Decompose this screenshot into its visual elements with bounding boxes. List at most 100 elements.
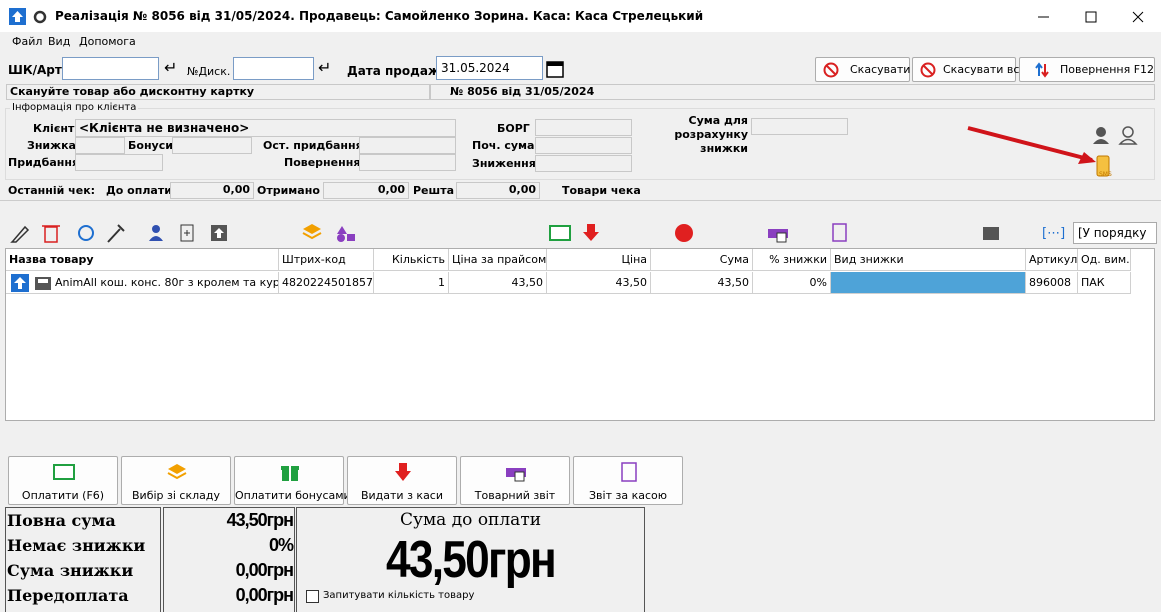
received-field: 0,00 — [323, 182, 409, 199]
last-check-label: Останній чек: — [8, 184, 96, 197]
summary-value: 0,00грн — [235, 585, 294, 605]
column-header[interactable]: Ціна — [547, 249, 651, 271]
column-header[interactable]: Кількість — [374, 249, 449, 271]
to-pay-field: 0,00 — [170, 182, 254, 199]
action-label: Вибір зі складу — [132, 489, 220, 502]
group-title: Інформація про клієнта — [10, 102, 139, 113]
field-label: БОРГ — [497, 122, 530, 135]
summary-value: 43,50грн — [226, 510, 294, 530]
enter-icon[interactable]: ↵ — [318, 58, 332, 77]
summary-values — [163, 507, 295, 612]
disc-input[interactable] — [233, 57, 314, 80]
table-cell: 1 — [374, 272, 449, 294]
column-header[interactable]: Сума — [651, 249, 753, 271]
field-label: Отримано — [257, 184, 320, 197]
checkbox-label: Запитувати кількість товару — [323, 590, 475, 601]
title-bar — [0, 0, 1161, 32]
date-input[interactable]: 31.05.2024 — [436, 56, 543, 80]
action-button[interactable]: Оплатити (F6) — [8, 456, 118, 505]
field — [535, 155, 632, 172]
field — [359, 154, 456, 171]
summary-label: Повна сума — [7, 511, 116, 530]
menu-item[interactable]: Допомога — [79, 35, 136, 48]
action-button[interactable]: Видати з каси — [347, 456, 457, 505]
title-icons — [9, 8, 47, 25]
window-title: Реалізація № 8056 від 31/05/2024. Продав… — [55, 9, 704, 23]
date-label: Дата продажу — [347, 64, 448, 78]
column-header[interactable]: Од. вим. — [1078, 249, 1131, 271]
due-box — [296, 507, 645, 612]
status-hint: Скануйте товар або дисконтну картку — [10, 85, 255, 98]
column-header[interactable]: Артикул — [1026, 249, 1078, 271]
status-box — [430, 84, 1155, 100]
action-label: Звіт за касою — [588, 489, 667, 502]
discount-type-cell — [831, 272, 1026, 294]
column-header[interactable]: Назва товару — [6, 249, 279, 271]
menu-item[interactable]: Файл — [12, 35, 43, 48]
field-label: Клієнт — [33, 122, 75, 135]
table-cell: ПАК — [1078, 272, 1131, 294]
client-group — [5, 108, 1155, 180]
summary-value: 0,00грн — [235, 560, 294, 580]
goods-table: Назва товару Штрих-код Кількість Ціна за пр… — [5, 248, 1155, 421]
field — [535, 119, 632, 136]
cancel-all-button[interactable]: Скасувати всі — [912, 57, 1023, 82]
cancel-button[interactable]: Скасувати — [815, 57, 910, 82]
menu-item[interactable]: Вид — [48, 35, 71, 48]
summary-label: Немає знижки — [7, 536, 146, 555]
status-box — [6, 84, 430, 100]
sort-select[interactable]: [У порядку вве — [1073, 222, 1157, 244]
enter-icon[interactable]: ↵ — [164, 58, 178, 77]
svg-text:[⋯]: [⋯] — [1042, 226, 1065, 241]
field — [359, 137, 456, 154]
svg-text:SMS: SMS — [1099, 171, 1112, 178]
action-button[interactable]: Вибір зі складу — [121, 456, 231, 505]
table-cell: 43,50 — [651, 272, 753, 294]
action-label: Оплатити бонусами — [235, 489, 351, 502]
barcode-label: ШК/Арт — [8, 63, 62, 77]
table-cell: 896008 — [1026, 272, 1078, 294]
table-cell: 43,50 — [449, 272, 547, 294]
action-label: Видати з каси — [360, 489, 444, 502]
table-cell: 4820224501857 — [279, 272, 374, 294]
due-label: Сума до оплати — [399, 510, 542, 530]
separator — [0, 200, 1161, 203]
change-field: 0,00 — [456, 182, 540, 199]
column-header[interactable]: Вид знижки — [831, 249, 1026, 271]
check-items[interactable]: Товари чека — [562, 184, 641, 197]
column-header[interactable]: Штрих-код — [279, 249, 374, 271]
column-header[interactable]: % знижки — [753, 249, 831, 271]
column-header[interactable]: Ціна за прайсом — [449, 249, 547, 271]
field — [75, 154, 163, 171]
action-button[interactable]: Звіт за касою — [573, 456, 683, 505]
table-cell: AnimAll кош. конс. 80г з кролем та курк.… — [52, 272, 279, 294]
client-field: <Клієнта не визначено> — [75, 119, 456, 137]
action-button[interactable]: Оплатити бонусами — [234, 456, 351, 505]
field-label: Сума для розрахунку знижки — [674, 114, 748, 155]
field-label: Решта — [413, 184, 455, 197]
action-button[interactable]: Товарний звіт — [460, 456, 570, 505]
due-amount: 43,50грн — [385, 531, 557, 589]
row-icons — [6, 272, 52, 294]
summary-labels — [5, 507, 161, 612]
field-label: Придбання — [8, 156, 80, 169]
field — [535, 137, 632, 154]
field-label: Ост. придбання — [263, 139, 363, 152]
field-label: Зниження — [472, 157, 536, 170]
toolbar[interactable]: [⋯] — [8, 220, 1068, 246]
summary-value: 0% — [268, 535, 294, 555]
table-cell: 0% — [753, 272, 831, 294]
status-doc: № 8056 від 31/05/2024 — [450, 85, 595, 98]
window-controls[interactable] — [1030, 6, 1155, 28]
field-label: Поч. сума — [472, 139, 535, 152]
return-button[interactable]: Повернення F12 — [1019, 57, 1155, 82]
table-cell: 43,50 — [547, 272, 651, 294]
calendar-icon[interactable] — [546, 60, 564, 78]
action-label: Товарний звіт — [474, 489, 556, 502]
checkbox[interactable] — [306, 590, 319, 603]
client-icons: SMS — [967, 126, 1138, 178]
disc-label: №Диск. — [187, 65, 231, 78]
field-label: До оплати — [106, 184, 172, 197]
barcode-input[interactable] — [62, 57, 159, 80]
